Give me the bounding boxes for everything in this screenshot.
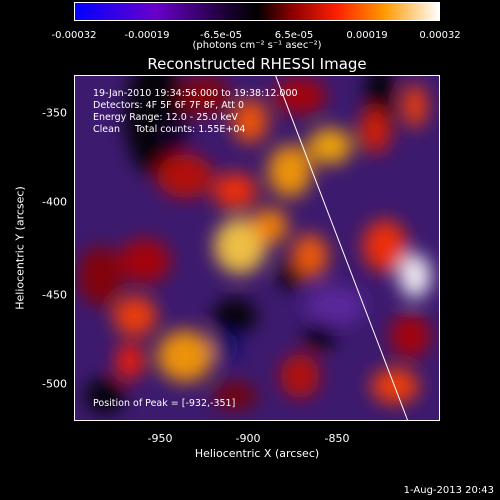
heatmap-intensity-blob (161, 120, 189, 152)
heatmap-intensity-blob (278, 262, 302, 290)
plot-area: 19-Jan-2010 19:34:56.000 to 19:38:12.000… (74, 75, 440, 421)
heatmap-intensity-blob (157, 330, 213, 382)
heatmap-intensity-blob (280, 354, 320, 398)
y-axis-label: Heliocentric Y (arcsec) (13, 186, 27, 310)
annotation-total-counts: Clean Total counts: 1.55E+04 (93, 124, 246, 135)
chart-title: Reconstructed RHESSI Image (147, 55, 367, 73)
x-axis-label: Heliocentric X (arcsec) (194, 447, 320, 460)
heatmap-intensity-blob (232, 99, 268, 143)
heatmap-image (75, 76, 439, 420)
heatmap-intensity-blob (113, 296, 157, 336)
footer-date: 1-Aug-2013 20:43 (403, 485, 494, 496)
y-tick-label: -500 (42, 377, 67, 391)
colorbar (74, 2, 440, 21)
heatmap-intensity-blob (85, 378, 125, 414)
heatmap-intensity-blob (213, 298, 257, 334)
heatmap-intensity-blob (403, 84, 427, 128)
colorbar-tick-label: -0.00019 (124, 30, 170, 41)
y-tick-label: -400 (42, 195, 67, 209)
colorbar-tick-label: -0.00032 (51, 30, 97, 41)
heatmap-intensity-blob (116, 343, 144, 379)
x-tick-label: -950 (147, 432, 173, 445)
heatmap-intensity-blob (180, 76, 230, 116)
heatmap-intensity-blob (211, 332, 239, 360)
heatmap-intensity-blob (268, 145, 312, 197)
heatmap-intensity-blob (304, 322, 336, 350)
x-tick-label: -900 (235, 432, 261, 445)
heatmap-intensity-blob (78, 246, 122, 306)
heatmap-intensity-blob (390, 314, 430, 358)
heatmap-intensity-blob (292, 234, 328, 278)
colorbar-tick-label: 6.5e-05 (274, 30, 314, 41)
colorbar-tick-label: 0.00032 (419, 30, 461, 41)
annotation-detectors: Detectors: 4F 5F 6F 7F 8F, Att 0 (93, 100, 245, 111)
heatmap-intensity-blob (119, 239, 171, 283)
colorbar-gradient (75, 3, 439, 20)
annotation-peak-position: Position of Peak = [-932,-351] (93, 398, 236, 409)
solar-limb-line (275, 76, 408, 420)
heatmap-intensity-blob (213, 382, 257, 410)
heatmap-intensity-blob (363, 220, 407, 272)
heatmap-intensity-blob (359, 109, 391, 153)
heatmap-intensity-blob (252, 208, 288, 244)
heatmap-intensity-blob (125, 76, 185, 176)
y-tick-label: -350 (42, 106, 67, 120)
colorbar-tick-label: 0.00019 (346, 30, 388, 41)
heatmap-intensity-blob (308, 128, 352, 164)
heatmap-intensity-blob (305, 286, 365, 326)
x-tick-label: -850 (324, 432, 350, 445)
heatmap-intensity-blob (213, 173, 257, 209)
colorbar-tick-label: -6.5e-05 (200, 30, 242, 41)
y-tick-label: -450 (42, 288, 67, 302)
heatmap-intensity-blob (214, 218, 266, 274)
annotation-time-range: 19-Jan-2010 19:34:56.000 to 19:38:12.000 (93, 88, 298, 99)
heatmap-intensity-blob (157, 154, 213, 198)
colorbar-unit-label: (photons cm⁻² s⁻¹ asec⁻²) (192, 40, 322, 51)
heatmap-intensity-blob (399, 254, 431, 298)
annotation-energy-range: Energy Range: 12.0 - 25.0 keV (93, 112, 238, 123)
